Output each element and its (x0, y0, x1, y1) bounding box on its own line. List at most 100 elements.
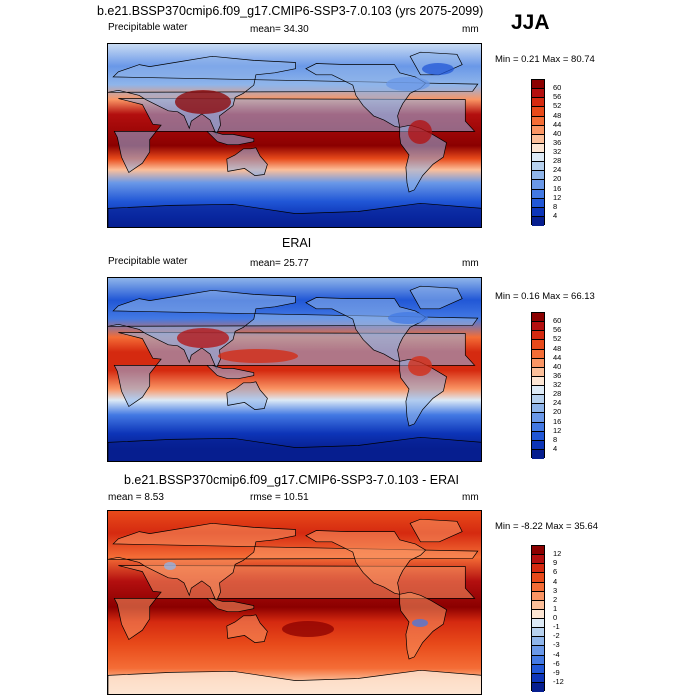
continent-outline (108, 55, 479, 136)
continent-outline (108, 289, 479, 370)
colorbar-swatch (532, 582, 544, 592)
colorbar-tick-label: 28 (553, 389, 562, 399)
colorbar-tick-label: 44 (553, 119, 562, 129)
colorbar-swatch (532, 143, 544, 153)
colorbar-tick-label: 4 (553, 210, 558, 220)
panel-2-title: ERAI (282, 236, 312, 250)
continent-outline (409, 518, 463, 543)
panel-3-minmax-label: Min = -8.22 Max = 35.64 (495, 521, 598, 532)
colorbar-tick-label: 20 (553, 407, 562, 417)
colorbar-swatch (532, 376, 544, 386)
continent-outline (226, 147, 268, 176)
colorbar-tick-label: -2 (553, 631, 560, 641)
map-field-svg (108, 511, 481, 694)
colorbar-swatch (532, 189, 544, 199)
colorbar-tick-label: -1 (553, 622, 560, 632)
season-label: JJA (511, 11, 550, 34)
colorbar-swatch (532, 313, 544, 323)
colorbar-tick-label: -3 (553, 640, 560, 650)
colorbar-swatch (532, 413, 544, 423)
colorbar-tick-label: -6 (553, 658, 560, 668)
colorbar-tick-label: 48 (553, 343, 562, 353)
colorbar-tick-label: 6 (553, 567, 558, 577)
colorbar-swatch (532, 367, 544, 377)
colorbar-tick-label: 36 (553, 370, 562, 380)
panel-1-map (107, 43, 482, 228)
colorbar-swatch (532, 440, 544, 450)
colorbar-swatch (532, 591, 544, 601)
continent-outline (206, 365, 255, 380)
colorbar-tick-label: -9 (553, 667, 560, 677)
colorbar-swatch (532, 619, 544, 629)
colorbar-tick-label: -12 (553, 676, 564, 686)
colorbar-swatch (532, 546, 544, 556)
colorbar-swatch (532, 134, 544, 144)
colorbar-swatch (532, 673, 544, 683)
field-feature (408, 120, 432, 144)
colorbar-tick-label: 16 (553, 183, 562, 193)
colorbar-swatch (532, 664, 544, 674)
colorbar-swatch (532, 171, 544, 181)
continent-outline (226, 614, 268, 643)
colorbar-tick-label: 56 (553, 325, 562, 335)
colorbar-tick-label: 4 (553, 576, 558, 586)
panel-1-mean-label: mean= 34.30 (250, 24, 309, 35)
colorbar-swatch (532, 386, 544, 396)
colorbar-swatch (532, 125, 544, 135)
panel-2-variable-label: Precipitable water (108, 256, 188, 267)
colorbar-swatch (532, 80, 544, 90)
panel-3-map (107, 510, 482, 695)
colorbar-swatch (532, 180, 544, 190)
colorbar-tick-label: 8 (553, 201, 558, 211)
colorbar-swatch (532, 107, 544, 117)
colorbar-swatch (532, 682, 544, 692)
continent-outline (108, 669, 481, 694)
colorbar-tick-label: 52 (553, 101, 562, 111)
colorbar-swatch (532, 116, 544, 126)
panel-2-colorbar (531, 312, 545, 459)
colorbar-swatch (532, 628, 544, 638)
field-feature (386, 77, 430, 91)
panel-1-units-label: mm (462, 24, 479, 35)
colorbar-tick-label: 56 (553, 92, 562, 102)
colorbar-tick-label: 36 (553, 137, 562, 147)
colorbar-tick-label: 16 (553, 416, 562, 426)
colorbar-tick-label: 24 (553, 398, 562, 408)
continent-outline (305, 530, 427, 595)
colorbar-tick-label: 48 (553, 110, 562, 120)
colorbar-tick-label: 20 (553, 174, 562, 184)
colorbar-swatch (532, 395, 544, 405)
continent-outline (206, 131, 255, 146)
colorbar-swatch (532, 207, 544, 217)
panel-2-units-label: mm (462, 258, 479, 269)
colorbar-swatch (532, 216, 544, 226)
colorbar-tick-label: 8 (553, 434, 558, 444)
colorbar-tick-label: 0 (553, 613, 558, 622)
colorbar-swatch (532, 573, 544, 583)
colorbar-swatch (532, 600, 544, 610)
field-feature (218, 349, 298, 363)
panel-1-variable-label: Precipitable water (108, 22, 188, 33)
colorbar-tick-label: 2 (553, 594, 558, 604)
colorbar-swatch (532, 198, 544, 208)
colorbar-swatch (532, 349, 544, 359)
colorbar-swatch (532, 322, 544, 332)
colorbar-swatch (532, 555, 544, 565)
colorbar-swatch (532, 609, 544, 619)
colorbar-swatch (532, 564, 544, 574)
colorbar-swatch (532, 89, 544, 99)
panel-2-map (107, 277, 482, 462)
panel-3-title: b.e21.BSSP370cmip6.f09_g17.CMIP6-SSP3-7.… (124, 473, 459, 487)
panel-2-minmax-label: Min = 0.16 Max = 66.13 (495, 291, 595, 302)
field-feature (408, 356, 432, 376)
colorbar-tick-label: 12 (553, 549, 562, 559)
field-feature (164, 562, 176, 570)
map-field-svg (108, 278, 481, 461)
continent-outline (226, 381, 268, 410)
colorbar-swatch (532, 422, 544, 432)
colorbar-tick-label: 32 (553, 380, 562, 389)
colorbar-swatch (532, 655, 544, 665)
panel-3-rmse-label: rmse = 10.51 (250, 492, 309, 503)
colorbar-tick-label: 12 (553, 192, 562, 202)
continent-outline (108, 436, 481, 461)
